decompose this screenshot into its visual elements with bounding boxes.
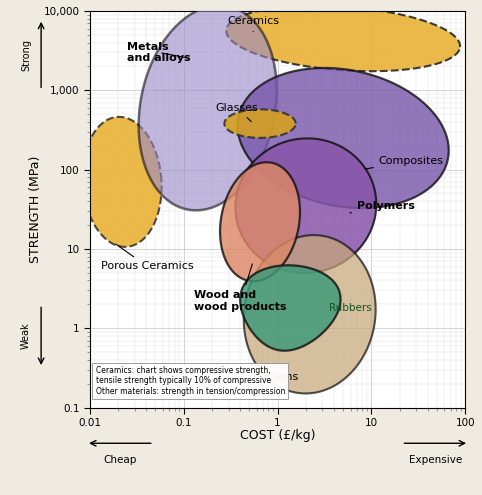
Text: Ceramics: Ceramics xyxy=(227,16,279,32)
Text: Ceramics: Ceramics xyxy=(0,494,1,495)
Text: Composites: Composites xyxy=(365,155,444,169)
Text: Polymers: Polymers xyxy=(350,201,415,213)
Y-axis label: STRENGTH (MPa): STRENGTH (MPa) xyxy=(29,155,42,263)
Text: Glasses: Glasses xyxy=(216,103,259,122)
Polygon shape xyxy=(226,7,460,71)
Text: Foams: Foams xyxy=(263,364,299,382)
Text: Porous Ceramics: Porous Ceramics xyxy=(101,244,193,271)
Polygon shape xyxy=(238,68,449,208)
Text: Ceramics: chart shows compressive strength,
tensile strength typically 10% of co: Ceramics: chart shows compressive streng… xyxy=(95,366,285,396)
Polygon shape xyxy=(244,235,375,394)
Text: Cheap: Cheap xyxy=(103,455,136,465)
X-axis label: COST (£/kg): COST (£/kg) xyxy=(240,429,315,443)
Polygon shape xyxy=(240,265,340,350)
Text: Metals
and alloys: Metals and alloys xyxy=(127,42,191,63)
Text: Rubbers: Rubbers xyxy=(329,303,371,313)
Polygon shape xyxy=(224,109,295,138)
Text: Strong: Strong xyxy=(21,39,31,71)
Polygon shape xyxy=(139,5,277,210)
Text: Expensive: Expensive xyxy=(409,455,462,465)
Text: Weak: Weak xyxy=(21,323,31,349)
Text: Wood and
wood products: Wood and wood products xyxy=(194,264,287,312)
Polygon shape xyxy=(82,117,161,247)
Polygon shape xyxy=(220,162,300,281)
Polygon shape xyxy=(235,139,376,273)
